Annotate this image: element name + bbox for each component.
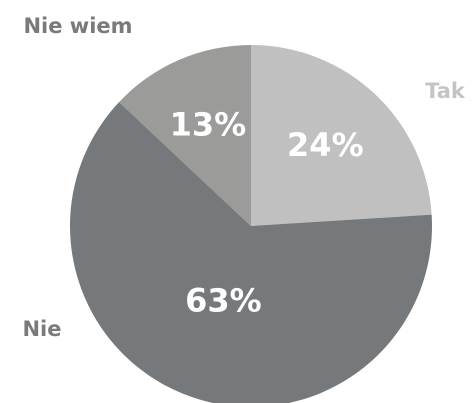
category-label: Tak bbox=[425, 79, 466, 103]
pie-slice bbox=[119, 45, 252, 226]
category-label: Nie bbox=[22, 317, 61, 341]
value-label: 24% bbox=[287, 126, 364, 164]
pie-slice bbox=[251, 45, 432, 226]
value-label: 63% bbox=[185, 282, 262, 320]
pie-slice bbox=[70, 102, 433, 403]
value-label: 13% bbox=[170, 105, 247, 143]
category-label: Nie wiem bbox=[23, 14, 132, 38]
